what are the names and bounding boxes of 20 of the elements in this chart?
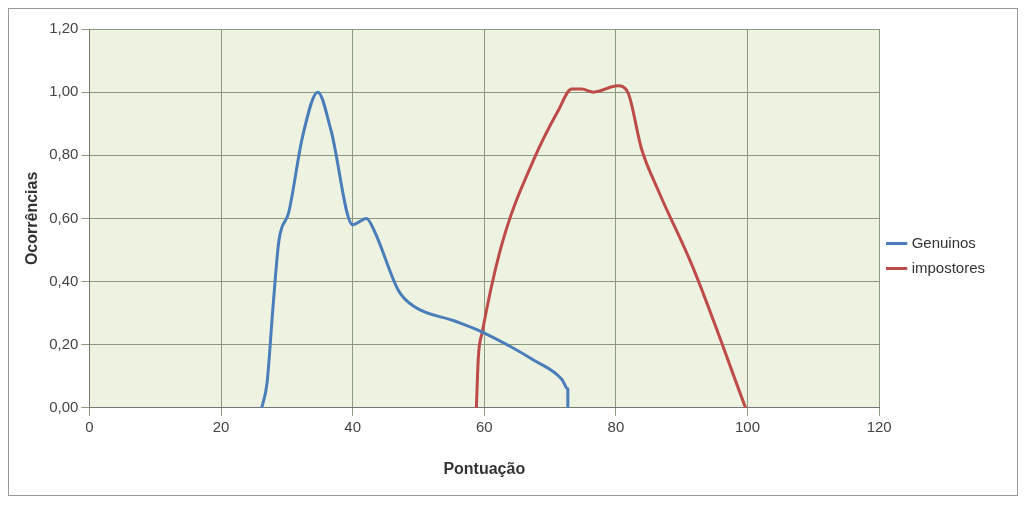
x-tick-label: 0 — [85, 417, 94, 435]
y-tick-label: 0,80 — [49, 145, 79, 163]
x-tick-label: 40 — [344, 417, 361, 435]
line-series — [260, 90, 570, 408]
y-tick-label: 0,20 — [49, 334, 79, 352]
x-tick-label: 80 — [607, 417, 625, 435]
x-tick-label: 20 — [212, 417, 230, 435]
legend-label: Genuinos — [911, 233, 976, 251]
y-tick-label: 0,60 — [49, 208, 79, 226]
y-tick-label: 0,40 — [49, 271, 79, 289]
x-tick-label: 60 — [475, 417, 493, 435]
x-axis-title: Pontuação — [443, 459, 526, 477]
y-axis-title: Ocorrências — [23, 171, 41, 266]
legend-label: impostores — [911, 258, 985, 276]
x-tick-label: 100 — [735, 417, 761, 435]
y-tick-label: 0,00 — [49, 397, 79, 415]
line-series — [474, 84, 748, 408]
y-tick-label: 1,20 — [49, 19, 79, 37]
x-tick-label: 120 — [866, 417, 892, 435]
y-tick-label: 1,00 — [49, 82, 79, 100]
